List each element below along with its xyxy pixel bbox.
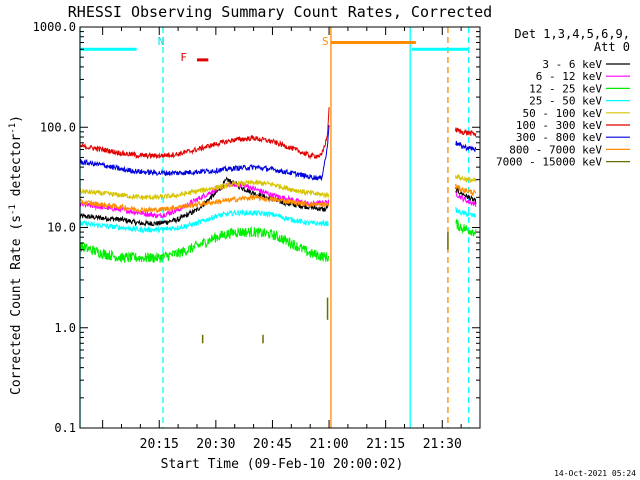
footer-timestamp: 14-Oct-2021 05:24: [554, 469, 636, 478]
series-100-300kev: [79, 107, 477, 160]
x-tick-label: 20:30: [196, 437, 235, 452]
legend-label: 25 - 50 keV: [529, 95, 602, 108]
y-tick-label: 1000.0: [33, 20, 76, 34]
series-segment: [79, 125, 330, 181]
y-tick-label: 1.0: [54, 321, 76, 335]
series-segment: [455, 218, 477, 237]
series-800-7000kev: [79, 183, 477, 214]
annotation-f: F: [180, 51, 187, 64]
series-segment: [79, 209, 329, 234]
y-label-mid: detector: [9, 134, 24, 205]
series-segment: [79, 178, 330, 201]
x-axis-label: Start Time (09-Feb-10 20:00:02): [161, 457, 404, 472]
series-segment: [79, 107, 330, 160]
series-segment: [454, 190, 477, 207]
plot-area: N F S: [79, 27, 477, 428]
series-segment: [79, 225, 330, 264]
series-segment: [455, 140, 477, 153]
legend-label: 3 - 6 keV: [542, 58, 602, 71]
series-segment: [455, 206, 477, 218]
series-50-100kev: [79, 174, 477, 201]
y-tick-label: 100.0: [40, 120, 76, 134]
legend-header-line2: Att 0: [594, 40, 630, 54]
x-tick-label: 21:00: [309, 437, 348, 452]
x-tick-label: 21:30: [423, 437, 462, 452]
legend-label: 300 - 800 keV: [516, 131, 602, 144]
chart-title: RHESSI Observing Summary Count Rates, Co…: [68, 3, 492, 21]
x-tick-label: 20:15: [140, 437, 179, 452]
legend-label: 50 - 100 keV: [523, 107, 603, 120]
y-label-suffix: ): [9, 115, 24, 123]
series-segment: [454, 127, 477, 138]
legend-header-line1: Det 1,3,4,5,6,9,: [514, 27, 630, 41]
y-tick-label: 10.0: [47, 221, 76, 235]
x-tick-label: 21:15: [366, 437, 405, 452]
annotation-s: S: [322, 35, 329, 48]
annotation-n: N: [158, 35, 165, 48]
legend-label: 100 - 300 keV: [516, 119, 602, 132]
series-300-800kev: [79, 125, 477, 181]
series-segment: [454, 183, 477, 197]
series-segment: [454, 174, 477, 184]
y-label-sup1: -1: [8, 204, 18, 215]
series-segment: [455, 186, 477, 205]
legend-label: 800 - 7000 keV: [509, 143, 602, 156]
legend-label: 6 - 12 keV: [536, 70, 603, 83]
y-label-prefix: Corrected Count Rate (s: [9, 215, 24, 395]
series-25-50kev: [79, 206, 477, 234]
x-tick-label: 20:45: [253, 437, 292, 452]
legend-label: 7000 - 15000 keV: [496, 156, 602, 169]
axes: 1000.0 100.0 10.0 1.0 0.1 20:15 20:30 20:45 21:0…: [33, 20, 480, 452]
series-7000-15000kev: [201, 232, 449, 344]
y-label-sup2: -1: [8, 123, 18, 134]
series-segment: [79, 193, 330, 214]
series-12-25kev: [79, 218, 477, 264]
y-tick-label: 0.1: [54, 421, 76, 435]
legend-label: 12 - 25 keV: [529, 82, 602, 95]
y-axis-label: Corrected Count Rate (s-1 detector-1): [8, 115, 24, 395]
